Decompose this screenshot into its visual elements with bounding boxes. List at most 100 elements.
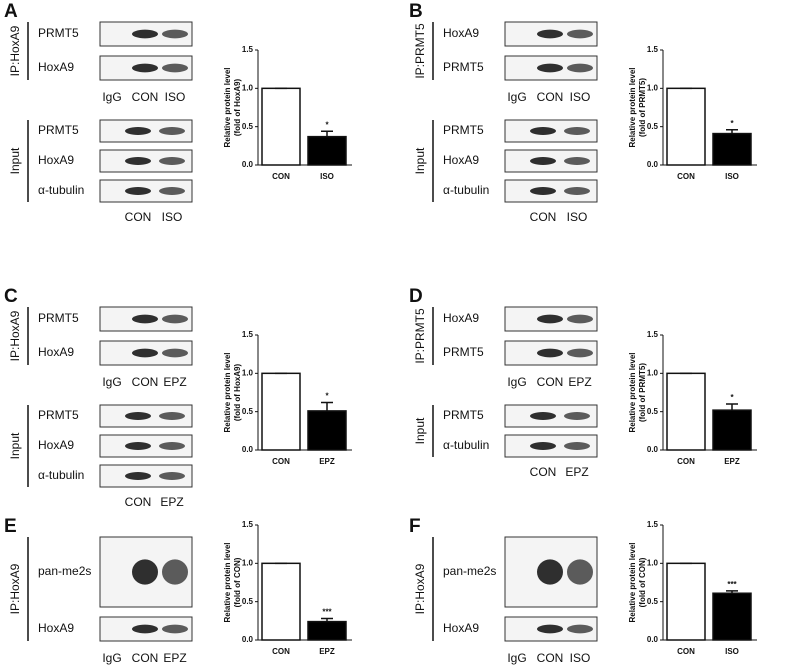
lane-label: CON bbox=[537, 651, 564, 665]
significance: *** bbox=[727, 580, 737, 589]
y-tick-label: 0.5 bbox=[242, 597, 254, 606]
y-tick-label: 1.0 bbox=[242, 558, 254, 567]
y-axis-label: (fold of HoxA9) bbox=[233, 79, 242, 137]
blot-label: PRMT5 bbox=[38, 26, 79, 40]
blot-band bbox=[162, 624, 188, 634]
blot-label: HoxA9 bbox=[443, 311, 479, 325]
lane-label: ISO bbox=[570, 90, 591, 104]
lane-label: EPZ bbox=[160, 495, 183, 509]
error-bar bbox=[321, 617, 333, 622]
blot-band bbox=[162, 63, 188, 73]
blot-label: HoxA9 bbox=[443, 153, 479, 167]
blot-band bbox=[132, 63, 158, 73]
y-axis-label: (fold of CON) bbox=[233, 557, 242, 607]
lane-label: CON bbox=[530, 210, 557, 224]
blot-band bbox=[125, 442, 151, 450]
error-bar bbox=[726, 403, 738, 411]
blot-label: HoxA9 bbox=[38, 345, 74, 359]
y-tick-label: 0.0 bbox=[242, 445, 254, 454]
significance: * bbox=[730, 393, 734, 402]
bar bbox=[666, 372, 706, 451]
blot-band bbox=[530, 442, 556, 450]
y-tick-label: 0.5 bbox=[647, 407, 659, 416]
y-tick-label: 1.5 bbox=[647, 520, 659, 529]
blot-label: HoxA9 bbox=[38, 621, 74, 635]
significance: * bbox=[325, 392, 329, 401]
blot-label: pan-me2s bbox=[443, 564, 496, 578]
lane-label: EPZ bbox=[163, 375, 186, 389]
blot-label: pan-me2s bbox=[38, 564, 91, 578]
blot-band bbox=[537, 314, 563, 324]
lane-label: CON bbox=[537, 90, 564, 104]
lane-label: IgG bbox=[102, 90, 121, 104]
y-axis-label: Relative protein level bbox=[223, 542, 232, 622]
blot-band bbox=[530, 187, 556, 195]
panel-letter: E bbox=[4, 516, 17, 537]
blot-band bbox=[564, 157, 590, 165]
y-axis-label: Relative protein level bbox=[223, 67, 232, 147]
blot-band bbox=[530, 157, 556, 165]
y-axis-label: Relative protein level bbox=[628, 542, 637, 622]
y-tick-label: 0.5 bbox=[242, 122, 254, 131]
blot-label: PRMT5 bbox=[38, 123, 79, 137]
blot-label: α-tubulin bbox=[38, 183, 84, 197]
blot-band bbox=[162, 314, 188, 324]
y-tick-label: 1.0 bbox=[647, 368, 659, 377]
panel-letter: B bbox=[409, 1, 423, 22]
blot-label: HoxA9 bbox=[443, 621, 479, 635]
blot-band bbox=[567, 29, 593, 39]
lane-label: ISO bbox=[570, 651, 591, 665]
blot-label: α-tubulin bbox=[38, 468, 84, 482]
lane-label: EPZ bbox=[568, 375, 591, 389]
blot-band bbox=[159, 472, 185, 480]
lane-label: IgG bbox=[507, 90, 526, 104]
blot-band bbox=[564, 187, 590, 195]
blot-band bbox=[132, 348, 158, 358]
panel-letter: F bbox=[409, 516, 421, 537]
blot-band bbox=[537, 63, 563, 73]
bar bbox=[261, 372, 301, 451]
input-label: Input bbox=[413, 417, 427, 444]
blot-band bbox=[537, 29, 563, 39]
ip-label: IP:HoxA9 bbox=[8, 25, 22, 76]
blot-band bbox=[132, 314, 158, 324]
blot-band bbox=[125, 412, 151, 420]
y-tick-label: 0.5 bbox=[647, 122, 659, 131]
x-tick-label: ISO bbox=[725, 172, 739, 181]
blot-label: HoxA9 bbox=[443, 26, 479, 40]
blot-label: PRMT5 bbox=[443, 123, 484, 137]
lane-label: EPZ bbox=[565, 465, 588, 479]
significance: * bbox=[325, 120, 329, 129]
blot-band bbox=[132, 624, 158, 634]
blot-band bbox=[159, 127, 185, 135]
y-tick-label: 0.0 bbox=[242, 160, 254, 169]
lane-label: ISO bbox=[162, 210, 183, 224]
blot-band bbox=[564, 127, 590, 135]
blot-band bbox=[162, 29, 188, 39]
blot-label: PRMT5 bbox=[443, 345, 484, 359]
blot-label: α-tubulin bbox=[443, 438, 489, 452]
blot-band bbox=[159, 157, 185, 165]
x-tick-label: CON bbox=[677, 647, 695, 656]
input-label: Input bbox=[8, 147, 22, 174]
y-tick-label: 0.5 bbox=[242, 407, 254, 416]
lane-label: IgG bbox=[102, 375, 121, 389]
lane-label: CON bbox=[537, 375, 564, 389]
y-tick-label: 1.0 bbox=[242, 83, 254, 92]
y-tick-label: 1.0 bbox=[242, 368, 254, 377]
bar bbox=[307, 410, 347, 451]
significance: *** bbox=[322, 608, 332, 617]
error-bar bbox=[321, 401, 333, 411]
y-axis-label: Relative protein level bbox=[223, 352, 232, 432]
bar bbox=[712, 592, 752, 641]
blot-band bbox=[530, 127, 556, 135]
blot-band bbox=[159, 412, 185, 420]
y-tick-label: 1.5 bbox=[242, 330, 254, 339]
blot-band bbox=[537, 559, 563, 585]
lane-label: CON bbox=[530, 465, 557, 479]
x-tick-label: ISO bbox=[725, 647, 739, 656]
blot-label: PRMT5 bbox=[38, 408, 79, 422]
significance: * bbox=[730, 119, 734, 128]
x-tick-label: EPZ bbox=[319, 647, 335, 656]
